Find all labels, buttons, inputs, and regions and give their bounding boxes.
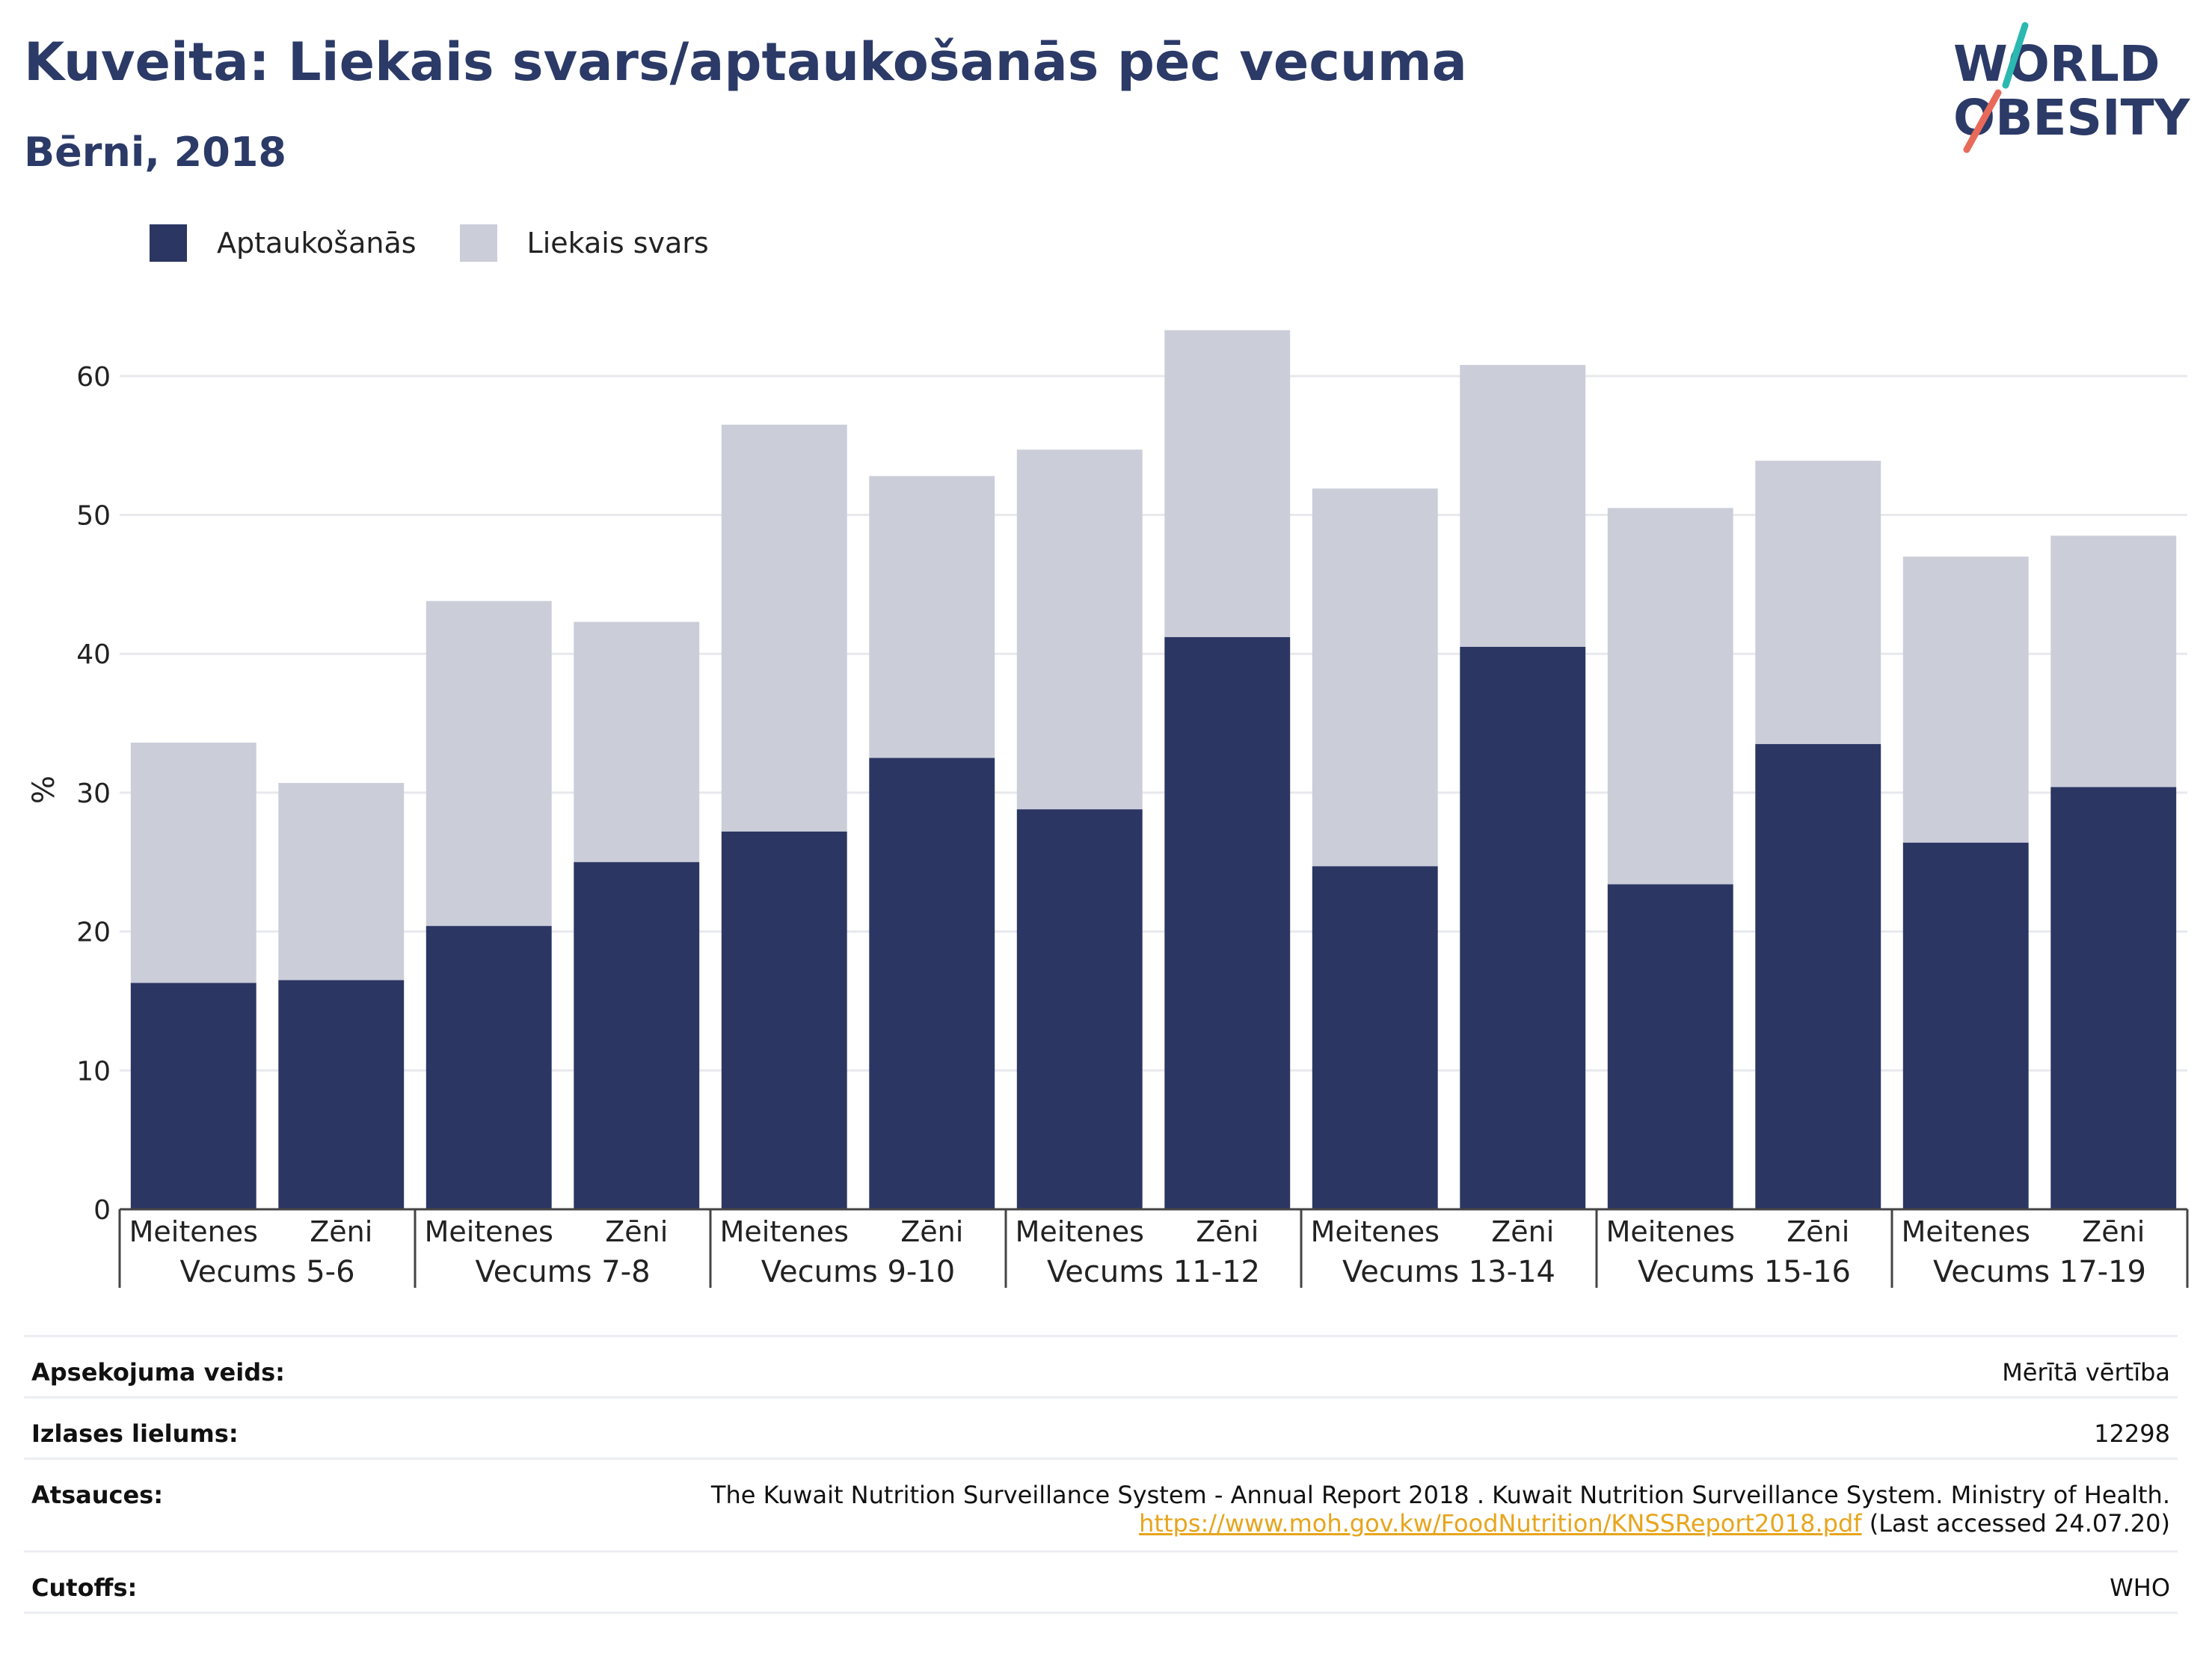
legend-item-overweight[interactable]: Liekais svars [459,224,709,262]
bar-obesity [721,831,847,1209]
bar-obesity [1902,842,2029,1209]
x-tick-label-sub: Zēni [1196,1215,1259,1248]
bar-overweight [574,621,700,862]
x-tick-label-sub: Meitenes [1311,1215,1440,1248]
legend-item-obesity[interactable]: Aptaukošanās [150,224,417,262]
bar-obesity [1460,646,1586,1209]
x-tick-label-sub: Meitenes [720,1215,849,1248]
chart-axes: 0 10 20 30 40 50 60 Meitenes Zēni Meitenes Zēni Mei… [76,362,2189,1289]
info-label-cutoffs: Cutoffs: [24,1550,356,1614]
info-value-cutoffs: WHO [355,1550,2178,1614]
x-group-label: Vecums 7-8 [475,1255,650,1289]
bar-obesity [278,980,405,1209]
bar-obesity [1312,866,1438,1209]
y-tick-label: 50 [76,501,111,532]
x-group-label: Vecums 17-19 [1933,1255,2146,1289]
x-tick-label-sub: Meitenes [1606,1215,1735,1248]
stacked-bar-chart: 0 10 20 30 40 50 60 Meitenes Zēni Meitenes Zēni Mei… [27,330,2189,1289]
x-group-label: Vecums 9-10 [761,1255,956,1289]
info-table: Apsekojuma veids: Mērītā vērtība Izlases… [24,1335,2178,1614]
x-group-label: Vecums 13-14 [1342,1255,1555,1289]
bar-overweight [2050,535,2177,787]
refs-link[interactable]: https://www.moh.gov.kw/FoodNutrition/KNS… [1139,1509,1862,1538]
bar-overweight [1164,330,1291,637]
bar-overweight [1902,556,2029,843]
legend-label-overweight: Liekais svars [526,227,709,260]
x-group-label: Vecums 11-12 [1047,1255,1260,1289]
bar-obesity [1016,809,1143,1209]
x-tick-label-sub: Zēni [900,1215,963,1248]
legend-label-obesity: Aptaukošanās [217,227,417,260]
bar-overweight [1755,461,1881,744]
info-label-sample: Izlases lielums: [24,1396,356,1459]
legend-swatch-obesity [150,224,187,262]
bar-overweight [1607,508,1733,885]
y-tick-label: 20 [76,918,111,948]
x-tick-label-sub: Meitenes [129,1215,258,1248]
info-value-refs: The Kuwait Nutrition Surveillance System… [355,1458,2178,1552]
info-row-cutoffs: Cutoffs: WHO [24,1550,2178,1614]
y-tick-label: 60 [76,362,111,393]
info-label-refs: Atsauces: [24,1458,356,1552]
bar-obesity [1164,636,1291,1209]
world-obesity-logo: WORLD OBESITY [1953,22,2191,153]
x-group-label: Vecums 15-16 [1638,1255,1851,1289]
info-row-sample: Izlases lielums: 12298 [24,1396,2178,1459]
x-tick-label-sub: Zēni [2082,1215,2145,1248]
bar-overweight [278,782,405,980]
bar-obesity [1607,884,1733,1209]
y-tick-label: 0 [93,1195,111,1226]
bar-overweight [130,743,256,983]
logo-text-world: WORLD [1953,35,2160,93]
bar-obesity [574,862,700,1209]
chart-legend: Aptaukošanās Liekais svars [150,221,752,265]
bar-overweight [721,424,847,832]
y-tick-label: 40 [76,639,111,670]
bar-overweight [869,476,995,758]
bar-obesity [869,758,995,1209]
bar-obesity [1755,743,1881,1209]
info-row-refs: Atsauces: The Kuwait Nutrition Surveilla… [24,1458,2178,1552]
legend-swatch-overweight [459,224,497,262]
x-group-label: Vecums 5-6 [179,1255,354,1289]
chart-bars [130,330,2177,1209]
x-tick-label-sub: Zēni [310,1215,372,1248]
bar-overweight [425,601,552,927]
x-tick-label-sub: Meitenes [1016,1215,1144,1248]
page-title: Kuveita: Liekais svars/aptaukošanās pēc … [24,31,1467,93]
x-tick-label-sub: Zēni [1787,1215,1849,1248]
refs-accessed: (Last accessed 24.07.20) [1869,1509,2170,1538]
info-row-survey: Apsekojuma veids: Mērītā vērtība [24,1335,2178,1398]
bar-overweight [1016,449,1143,810]
refs-text: The Kuwait Nutrition Surveillance System… [710,1481,2170,1509]
info-value-survey: Mērītā vērtība [355,1335,2178,1398]
logo-slash-teal [2002,22,2029,89]
x-tick-label-sub: Meitenes [425,1215,553,1248]
info-label-survey: Apsekojuma veids: [24,1335,356,1398]
y-tick-label: 10 [76,1056,111,1087]
logo-slash-coral [1963,89,2002,153]
bar-obesity [130,983,256,1209]
x-tick-label-sub: Zēni [1491,1215,1554,1248]
x-tick-label-sub: Zēni [605,1215,668,1248]
page-subtitle: Bērni, 2018 [24,129,286,176]
x-tick-label-sub: Meitenes [1902,1215,2030,1248]
bar-obesity [2050,787,2177,1209]
y-tick-label: 30 [76,779,111,809]
bar-overweight [1312,488,1438,867]
info-value-sample: 12298 [355,1396,2178,1459]
bar-overweight [1460,364,1586,647]
y-axis-label: % [27,776,61,804]
bar-obesity [425,926,552,1209]
